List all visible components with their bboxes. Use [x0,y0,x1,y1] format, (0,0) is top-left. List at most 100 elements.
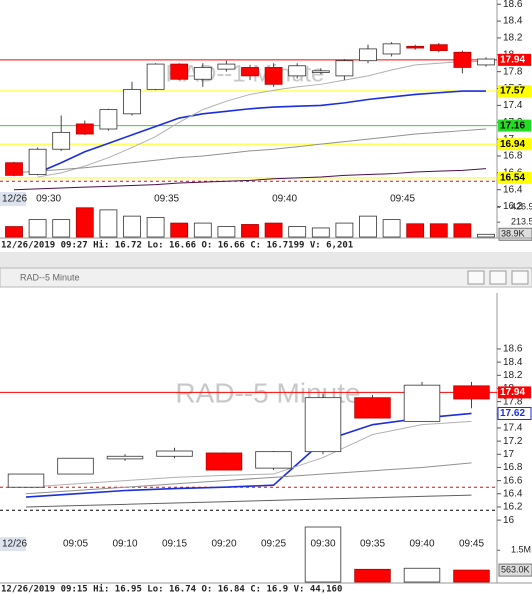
candle-body [28,148,47,175]
level-tag-label: 16.94 [500,139,525,150]
candle-body [57,457,94,475]
candle-body [477,58,495,66]
y-tick-label: 17.4 [503,100,523,111]
volume-bar [453,223,472,238]
status-line: 12/26/2019 09:27 Hi: 16.72 Lo: 16.66 O: … [1,240,353,251]
volume-bar [311,227,330,238]
minimize-button[interactable] [467,270,485,285]
y-tick-label: 17.4 [503,423,523,434]
volume-last-tag [498,227,532,241]
level-tag-label: 17.57 [500,86,525,97]
candle-body [170,63,189,80]
y-tick-label: 18.4 [503,16,523,27]
moving-average [25,462,472,495]
volume-tick-label: 1.5M [511,545,531,555]
y-tick-label: 16.4 [503,184,523,195]
volume-bar [354,568,391,583]
candle-body [264,67,283,85]
volume-bar [123,215,141,238]
volume-bar [304,526,342,583]
y-tick-label: 16.6 [503,475,523,486]
level-tag-label: 17.16 [500,120,525,131]
volume-bar [241,224,259,238]
volume-tick-label: 213.5K [511,217,532,227]
level-tag [498,386,531,399]
volume-bar [477,233,495,238]
volume-bar [146,217,165,238]
date-label: 12/26 [2,194,27,205]
volume-bar [75,207,94,238]
volume-bar [453,569,490,583]
volume-bar [217,226,236,238]
moving-average [13,168,487,191]
candle-body [99,109,118,130]
candle-body [193,67,212,80]
y-tick-label: 18.6 [503,344,523,355]
candle-body [382,43,401,55]
y-tick-label: 17.8 [503,66,523,77]
status-line: 12/26/2019 09:15 Hi: 16.95 Lo: 16.74 O: … [1,584,342,595]
candle-body [156,450,193,457]
window-title: RAD--5 Minute [20,272,80,282]
y-tick-label: 16.8 [503,462,523,473]
candle-body [7,473,45,488]
window-buttons[interactable] [467,270,529,285]
x-tick-label: 09:40 [272,194,297,205]
x-tick-label: 09:40 [409,539,434,550]
window-titlebar [0,267,532,288]
level-tag [498,85,531,98]
y-tick-label: 18.4 [503,357,523,368]
y-tick-label: 16.8 [503,151,523,162]
volume-last-tag [498,563,532,577]
y-tick-label: 17.2 [503,436,523,447]
x-tick-label: 09:35 [154,194,179,205]
date-box [0,192,26,206]
candle-body [5,162,23,176]
y-tick-label: 17.8 [503,396,523,407]
moving-average [13,128,487,174]
candle-body [146,63,165,90]
candle-body [123,88,141,115]
candle-body [75,123,94,135]
x-tick-label: 09:20 [211,539,236,550]
x-tick-label: 09:45 [390,194,415,205]
volume-bar [170,222,189,238]
candle-body [453,385,490,400]
close-button[interactable] [511,270,529,285]
volume-tick-label: 426.9K [511,202,532,212]
date-box [0,537,26,551]
x-tick-label: 09:25 [261,539,286,550]
series-tag [497,406,532,420]
level-tag [498,171,531,184]
scroll-area [0,252,532,269]
x-tick-label: 09:15 [162,539,187,550]
series-tag-label: 17.62 [500,408,525,419]
volume-bar [99,209,118,238]
volume-bar [193,222,212,238]
volume-bar [264,222,283,238]
y-tick-label: 18.2 [503,370,523,381]
maximize-button[interactable] [489,270,507,285]
volume-bar [382,219,401,238]
candle-body [106,455,144,460]
candle-body [241,67,259,77]
date-label: 12/26 [2,539,27,550]
volume-bar [335,222,354,238]
y-tick-label: 16 [503,515,515,526]
candle-body [217,63,236,70]
x-tick-label: 09:10 [112,539,137,550]
candle-body [288,65,307,77]
candle-body [255,451,292,469]
level-tag-label: 17.94 [500,387,525,398]
x-tick-label: 09:35 [360,539,385,550]
candle-body [429,44,448,51]
level-tag-label: 17.94 [500,55,525,66]
volume-last-label: 563.0K [501,564,530,574]
x-tick-label: 09:30 [310,539,335,550]
candle-body [453,51,472,68]
volume-bar [288,226,307,238]
y-tick-label: 17 [503,449,515,460]
level-tag-label: 16.54 [500,173,525,184]
moving-average [37,61,486,178]
